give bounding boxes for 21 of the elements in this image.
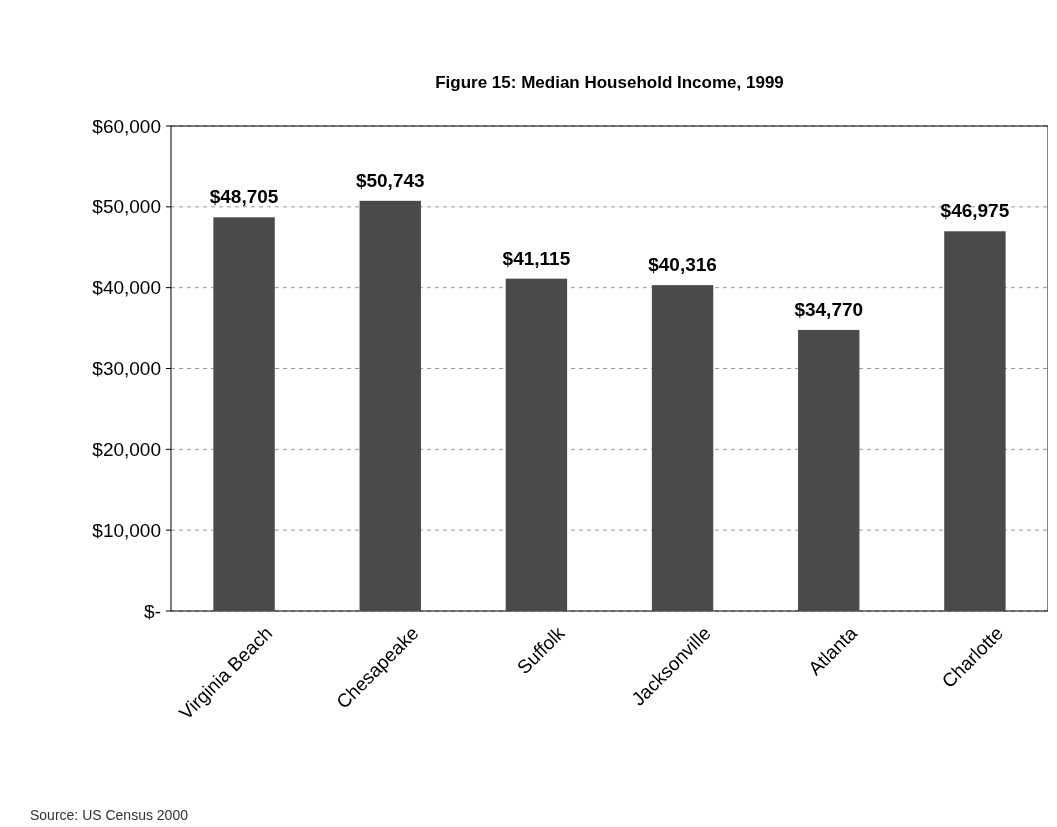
- bar: [798, 329, 860, 611]
- bar: [359, 200, 421, 611]
- bar: [505, 278, 568, 611]
- bar: [651, 285, 714, 611]
- y-tick-label: $40,000: [92, 277, 161, 299]
- y-tick-label: $60,000: [92, 115, 161, 137]
- y-tick-label: $10,000: [92, 519, 161, 541]
- bar: [213, 217, 275, 611]
- y-tick-label: $30,000: [92, 358, 161, 380]
- data-label: $46,975: [940, 200, 1010, 222]
- data-label: $34,770: [794, 298, 864, 320]
- bar: [944, 231, 1006, 611]
- y-tick-label: $50,000: [92, 196, 161, 218]
- data-label: $41,115: [502, 247, 571, 269]
- data-label: $48,705: [209, 186, 279, 208]
- y-tick-label: $-: [144, 600, 161, 622]
- data-label: $50,743: [355, 169, 425, 191]
- data-label: $40,316: [648, 254, 717, 276]
- y-tick-label: $20,000: [92, 438, 161, 460]
- chart-title: Figure 15: Median Household Income, 1999: [435, 73, 784, 92]
- source-note: Source: US Census 2000: [30, 807, 189, 823]
